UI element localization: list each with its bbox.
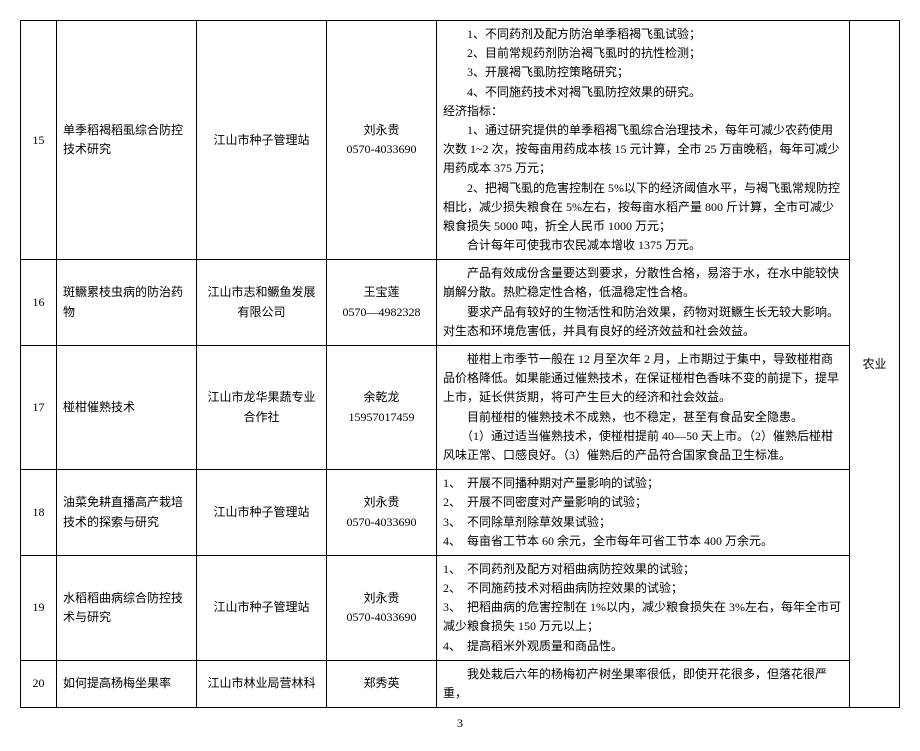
row-org: 江山市种子管理站 — [197, 470, 327, 556]
category-cell: 农业 — [850, 21, 900, 708]
table-row: 20如何提高杨梅坐果率江山市林业局营林科郑秀英 我处栽后六年的杨梅初产树坐果率很… — [21, 660, 900, 707]
row-id: 19 — [21, 555, 57, 660]
row-id: 18 — [21, 470, 57, 556]
row-id: 20 — [21, 660, 57, 707]
table-row: 17椪柑催熟技术江山市龙华果蔬专业合作社余乾龙15957017459 椪柑上市季… — [21, 346, 900, 470]
row-project-name: 水稻稻曲病综合防控技术与研究 — [57, 555, 197, 660]
desc-line: 1、 开展不同播种期对产量影响的试验； — [443, 474, 843, 493]
data-table: 15单季稻褐稻虱综合防控技术研究江山市种子管理站刘永贵0570-4033690 … — [20, 20, 900, 708]
desc-line: 2、把褐飞虱的危害控制在 5%以下的经济阈值水平，与褐飞虱常规防控相比，减少损失… — [443, 179, 843, 237]
contact-phone: 0570-4033690 — [333, 513, 430, 532]
desc-line: 4、 提高稻米外观质量和商品性。 — [443, 637, 843, 656]
row-contact: 刘永贵0570-4033690 — [327, 555, 437, 660]
desc-line: 1、不同药剂及配方防治单季稻褐飞虱试验； — [443, 25, 843, 44]
row-description: 我处栽后六年的杨梅初产树坐果率很低，即使开花很多，但落花很严重， — [437, 660, 850, 707]
desc-line: 我处栽后六年的杨梅初产树坐果率很低，即使开花很多，但落花很严重， — [443, 665, 843, 703]
desc-line: 2、 开展不同密度对产量影响的试验； — [443, 493, 843, 512]
row-description: 1、 开展不同播种期对产量影响的试验；2、 开展不同密度对产量影响的试验；3、 … — [437, 470, 850, 556]
row-contact: 郑秀英 — [327, 660, 437, 707]
desc-line: 2、 不同施药技术对稻曲病防控效果的试验； — [443, 579, 843, 598]
contact-phone: 0570-4033690 — [333, 140, 430, 159]
table-row: 15单季稻褐稻虱综合防控技术研究江山市种子管理站刘永贵0570-4033690 … — [21, 21, 900, 260]
desc-line: 1、 不同药剂及配方对稻曲病防控效果的试验； — [443, 560, 843, 579]
row-contact: 刘永贵0570-4033690 — [327, 470, 437, 556]
row-project-name: 单季稻褐稻虱综合防控技术研究 — [57, 21, 197, 260]
row-id: 16 — [21, 260, 57, 346]
desc-line: 产品有效成份含量要达到要求，分散性合格，易溶于水，在水中能较快崩解分散。热贮稳定… — [443, 264, 843, 302]
desc-line: 4、 每亩省工节本 60 余元，全市每年可省工节本 400 万余元。 — [443, 532, 843, 551]
contact-phone: 15957017459 — [333, 408, 430, 427]
contact-name: 王宝莲 — [333, 283, 430, 302]
desc-line: 经济指标： — [443, 102, 843, 121]
contact-phone: 0570—4982328 — [333, 303, 430, 322]
row-org: 江山市林业局营林科 — [197, 660, 327, 707]
contact-name: 刘永贵 — [333, 121, 430, 140]
row-project-name: 斑鳜累枝虫病的防治药物 — [57, 260, 197, 346]
contact-phone: 0570-4033690 — [333, 608, 430, 627]
contact-name: 余乾龙 — [333, 388, 430, 407]
row-description: 1、 不同药剂及配方对稻曲病防控效果的试验；2、 不同施药技术对稻曲病防控效果的… — [437, 555, 850, 660]
row-description: 椪柑上市季节一般在 12 月至次年 2 月，上市期过于集中，导致椪柑商品价格降低… — [437, 346, 850, 470]
row-contact: 余乾龙15957017459 — [327, 346, 437, 470]
row-id: 15 — [21, 21, 57, 260]
page-container: 15单季稻褐稻虱综合防控技术研究江山市种子管理站刘永贵0570-4033690 … — [20, 20, 900, 731]
desc-line: 要求产品有较好的生物活性和防治效果，药物对斑鳜生长无较大影响。对生态和环境危害低… — [443, 303, 843, 341]
desc-line: 椪柑上市季节一般在 12 月至次年 2 月，上市期过于集中，导致椪柑商品价格降低… — [443, 350, 843, 408]
row-project-name: 椪柑催熟技术 — [57, 346, 197, 470]
contact-name: 郑秀英 — [333, 674, 430, 693]
table-row: 18油菜免耕直播高产栽培技术的探索与研究江山市种子管理站刘永贵0570-4033… — [21, 470, 900, 556]
row-contact: 刘永贵0570-4033690 — [327, 21, 437, 260]
contact-name: 刘永贵 — [333, 589, 430, 608]
desc-line: 2、目前常规药剂防治褐飞虱时的抗性检测； — [443, 44, 843, 63]
desc-line: 合计每年可使我市农民减本增收 1375 万元。 — [443, 236, 843, 255]
page-number: 3 — [20, 716, 900, 731]
row-contact: 王宝莲0570—4982328 — [327, 260, 437, 346]
desc-line: 4、不同施药技术对褐飞虱防控效果的研究。 — [443, 83, 843, 102]
desc-line: 3、开展褐飞虱防控策略研究； — [443, 63, 843, 82]
row-org: 江山市种子管理站 — [197, 21, 327, 260]
desc-line: 3、 不同除草剂除草效果试验； — [443, 513, 843, 532]
row-project-name: 油菜免耕直播高产栽培技术的探索与研究 — [57, 470, 197, 556]
desc-line: 目前椪柑的催熟技术不成熟，也不稳定，甚至有食品安全隐患。 — [443, 408, 843, 427]
desc-line: 1、通过研究提供的单季稻褐飞虱综合治理技术，每年可减少农药使用次数 1~2 次，… — [443, 121, 843, 179]
row-org: 江山市种子管理站 — [197, 555, 327, 660]
table-row: 16斑鳜累枝虫病的防治药物江山市志和鳜鱼发展有限公司王宝莲0570—498232… — [21, 260, 900, 346]
row-org: 江山市志和鳜鱼发展有限公司 — [197, 260, 327, 346]
row-description: 1、不同药剂及配方防治单季稻褐飞虱试验； 2、目前常规药剂防治褐飞虱时的抗性检测… — [437, 21, 850, 260]
contact-name: 刘永贵 — [333, 493, 430, 512]
row-description: 产品有效成份含量要达到要求，分散性合格，易溶于水，在水中能较快崩解分散。热贮稳定… — [437, 260, 850, 346]
desc-line: （1）通过适当催熟技术，使椪柑提前 40—50 天上市。（2）催熟后椪柑风味正常… — [443, 427, 843, 465]
row-id: 17 — [21, 346, 57, 470]
row-project-name: 如何提高杨梅坐果率 — [57, 660, 197, 707]
desc-line: 3、 把稻曲病的危害控制在 1%以内，减少粮食损失在 3%左右，每年全市可减少粮… — [443, 598, 843, 636]
table-row: 19水稻稻曲病综合防控技术与研究江山市种子管理站刘永贵0570-40336901… — [21, 555, 900, 660]
row-org: 江山市龙华果蔬专业合作社 — [197, 346, 327, 470]
